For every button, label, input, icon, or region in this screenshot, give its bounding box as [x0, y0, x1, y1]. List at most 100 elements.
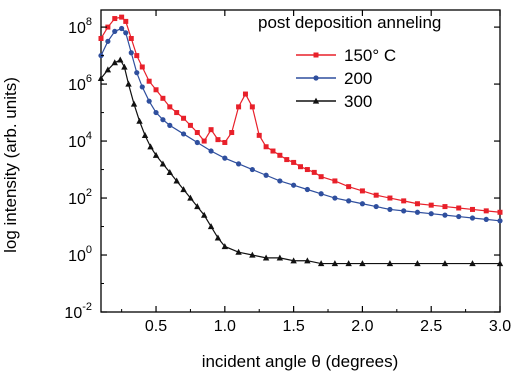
series-layer [97, 14, 504, 267]
data-point [332, 195, 338, 201]
data-point [359, 188, 365, 194]
data-point [119, 14, 125, 20]
data-point [159, 160, 167, 167]
data-point [128, 50, 134, 56]
legend-marker [313, 75, 319, 81]
data-point [290, 257, 297, 264]
data-point [497, 218, 503, 224]
data-point [236, 104, 242, 110]
data-point [153, 87, 159, 93]
data-point [146, 98, 152, 104]
data-point [105, 38, 111, 44]
data-point [98, 35, 104, 41]
data-point [331, 260, 339, 267]
legend-label: 200 [344, 69, 372, 88]
data-point [262, 254, 270, 261]
y-tick-label: 102 [68, 187, 92, 208]
data-point [200, 211, 208, 218]
data-point [97, 74, 105, 81]
data-point [469, 215, 476, 221]
data-point [121, 63, 128, 70]
data-point [304, 257, 311, 264]
data-point [167, 122, 173, 128]
legend-entry: 300 [296, 92, 372, 111]
data-point [117, 56, 124, 63]
data-point [386, 260, 394, 267]
y-tick-label: 100 [68, 244, 92, 265]
x-axis: 0.5 1.0 1.5 2.0 2.5 3.0 [121, 10, 511, 335]
data-point [428, 202, 434, 208]
x-tick-label: 2.5 [420, 318, 442, 335]
data-point [456, 213, 462, 220]
data-point [311, 169, 317, 175]
data-point [187, 194, 194, 201]
data-point [401, 208, 407, 214]
data-point [221, 243, 229, 250]
data-point [153, 109, 159, 116]
data-point [160, 117, 166, 123]
data-point [180, 131, 187, 137]
data-point [441, 260, 449, 267]
data-point [201, 138, 207, 144]
series-200 [98, 25, 503, 224]
data-point [134, 53, 140, 59]
x-tick-label: 0.5 [145, 318, 167, 335]
legend-label: 150° C [344, 46, 396, 65]
data-point [291, 182, 297, 188]
data-point [235, 161, 242, 167]
y-axis-label: log intensity (arb. units) [1, 77, 20, 253]
data-point [242, 91, 248, 97]
data-point [359, 201, 366, 207]
data-point [174, 110, 180, 116]
data-point [207, 223, 215, 230]
y-axis: 10-2 100 102 104 106 108 [64, 16, 500, 322]
data-point [208, 148, 214, 154]
data-point [141, 131, 149, 138]
data-point [194, 139, 200, 146]
data-point [318, 191, 324, 197]
data-point [469, 206, 475, 212]
series-300 [97, 56, 504, 267]
data-point [105, 24, 111, 30]
data-point [119, 25, 125, 32]
data-point [139, 84, 145, 90]
data-point [180, 186, 187, 193]
legend-marker [313, 52, 319, 58]
data-point [181, 115, 187, 121]
data-point [194, 203, 201, 210]
data-point [456, 205, 462, 211]
x-tick-label: 1.5 [282, 318, 304, 335]
data-point [173, 177, 180, 184]
data-point [277, 178, 283, 184]
data-point [194, 130, 200, 136]
data-point [112, 28, 118, 34]
data-point [167, 104, 173, 110]
data-point [276, 254, 284, 261]
data-point [215, 137, 221, 143]
data-point [166, 168, 173, 175]
data-point [112, 16, 118, 22]
data-point [496, 260, 504, 267]
data-point [332, 178, 338, 184]
data-point [414, 201, 420, 207]
plot-border [100, 9, 501, 313]
x-axis-label: incident angle θ (degrees) [202, 352, 399, 371]
data-point [111, 59, 118, 66]
data-point [263, 144, 269, 150]
data-point [291, 159, 297, 165]
data-point [160, 95, 166, 101]
plot-frame [100, 9, 501, 313]
data-point [373, 192, 379, 198]
data-point [214, 234, 222, 241]
legend-marker [312, 97, 320, 104]
data-point [270, 148, 276, 154]
data-point [123, 30, 129, 36]
data-point [263, 172, 269, 178]
y-tick-label: 108 [68, 16, 92, 37]
data-point [152, 151, 160, 158]
data-point [346, 184, 352, 190]
legend-entry: 150° C [296, 46, 396, 65]
data-point [130, 100, 138, 107]
data-point [387, 195, 393, 201]
data-point [387, 206, 393, 213]
